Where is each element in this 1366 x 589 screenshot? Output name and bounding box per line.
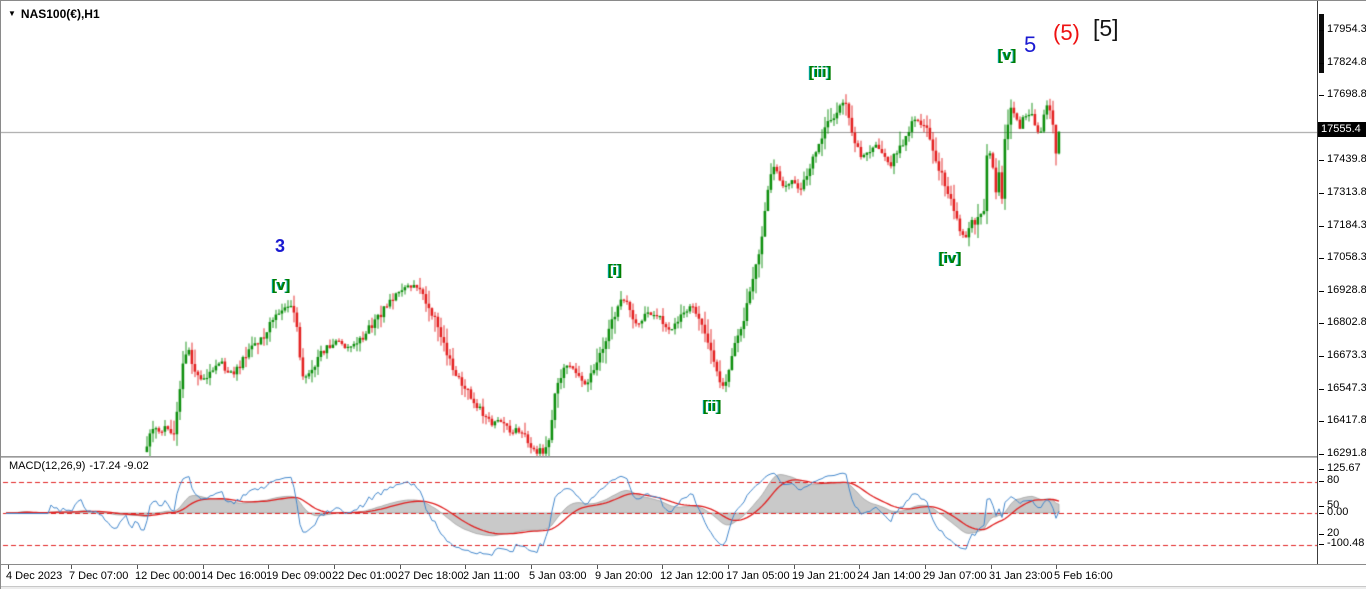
time-label: 5 Feb 16:00 <box>1054 570 1113 582</box>
time-tick <box>334 565 335 569</box>
axis-tick-label: 80 <box>1318 474 1340 486</box>
time-label: 9 Jan 20:00 <box>595 570 653 582</box>
axis-tick-label: 17824.8 <box>1319 56 1366 68</box>
time-label: 7 Dec 07:00 <box>69 570 129 582</box>
time-tick <box>1056 565 1057 569</box>
current-price-badge: 17555.4 <box>1318 122 1366 137</box>
axis-tick-label: 0.00 <box>1318 506 1349 518</box>
time-label: 12 Jan 12:00 <box>660 570 724 582</box>
time-tick <box>400 565 401 569</box>
axis-tick-label: 16291.8 <box>1319 447 1366 459</box>
axis-tick-label: 16547.3 <box>1319 382 1366 394</box>
time-tick <box>597 565 598 569</box>
wave-label[interactable]: 3 <box>275 236 286 256</box>
wave-label[interactable]: [iii] <box>809 64 832 81</box>
main-chart-canvas[interactable] <box>1 1 1317 456</box>
time-tick <box>662 565 663 569</box>
time-label: 4 Dec 2023 <box>6 570 63 582</box>
axis-tick-label: 17184.3 <box>1319 219 1366 231</box>
time-tick <box>8 565 9 569</box>
time-label: 17 Jan 05:00 <box>726 570 790 582</box>
time-label: 5 Jan 03:00 <box>529 570 587 582</box>
indicator-name: MACD(12,26,9) <box>9 460 86 472</box>
axis-tick-label: 125.67 <box>1319 462 1361 474</box>
axis-tick-label: 17698.8 <box>1319 88 1366 100</box>
chart-title: ▼ NAS100(€),H1 <box>8 7 100 21</box>
axis-tick-label: 16673.3 <box>1319 349 1366 361</box>
axis-tick-label: 16802.8 <box>1319 316 1366 328</box>
wave-label[interactable]: [v] <box>272 277 291 294</box>
axis-tick-label: 50 <box>1318 499 1340 511</box>
axis-tick-label: 20 <box>1318 527 1340 539</box>
time-tick <box>925 565 926 569</box>
wave-label[interactable]: 5 <box>1024 32 1037 57</box>
time-label: 12 Dec 00:00 <box>135 570 201 582</box>
wave-label[interactable]: [iv] <box>939 250 962 267</box>
time-tick <box>991 565 992 569</box>
symbol-timeframe-label: NAS100(€),H1 <box>20 7 100 21</box>
time-tick <box>794 565 795 569</box>
panel-separator[interactable] <box>1 456 1317 458</box>
axis-tick-label: 17439.8 <box>1319 153 1366 165</box>
chevron-down-icon: ▼ <box>8 9 16 18</box>
time-label: 31 Jan 23:00 <box>989 570 1053 582</box>
time-tick <box>859 565 860 569</box>
macd-panel-canvas[interactable] <box>1 458 1317 564</box>
time-label: 24 Jan 14:00 <box>857 570 921 582</box>
indicator-label: MACD(12,26,9) -17.24 -9.02 <box>7 460 155 472</box>
time-tick <box>728 565 729 569</box>
price-axis-marker <box>1319 14 1324 73</box>
time-tick <box>268 565 269 569</box>
time-tick <box>465 565 466 569</box>
wave-label[interactable]: [i] <box>608 262 623 279</box>
time-tick <box>137 565 138 569</box>
axis-tick-label: 16417.8 <box>1319 414 1366 426</box>
price-axis[interactable]: 17555.4 17954.3 17824.8 17698.8 17439.8 1731… <box>1317 1 1366 564</box>
time-label: 19 Dec 09:00 <box>266 570 332 582</box>
time-axis[interactable]: 4 Dec 2023 7 Dec 07:00 12 Dec 00:00 14 Dec … <box>1 564 1366 587</box>
axis-tick-label: 17313.8 <box>1319 186 1366 198</box>
axis-tick-label: 17954.3 <box>1319 23 1366 35</box>
wave-label[interactable]: [ii] <box>703 398 722 415</box>
time-label: 19 Jan 21:00 <box>792 570 856 582</box>
time-label: 2 Jan 11:00 <box>463 570 520 582</box>
time-label: 22 Dec 01:00 <box>332 570 398 582</box>
time-tick <box>531 565 532 569</box>
time-label: 14 Dec 16:00 <box>201 570 267 582</box>
wave-label[interactable]: [5] <box>1093 15 1119 41</box>
indicator-values: -17.24 -9.02 <box>89 460 149 472</box>
time-label: 27 Dec 18:00 <box>398 570 464 582</box>
time-tick <box>71 565 72 569</box>
wave-label[interactable]: [v] <box>998 47 1017 64</box>
axis-tick-label: 17058.3 <box>1319 251 1366 263</box>
time-label: 29 Jan 07:00 <box>923 570 987 582</box>
time-tick <box>203 565 204 569</box>
axis-tick-label: 16928.8 <box>1319 284 1366 296</box>
wave-label[interactable]: (5) <box>1053 20 1080 45</box>
axis-tick-label: -100.48 <box>1318 537 1365 549</box>
